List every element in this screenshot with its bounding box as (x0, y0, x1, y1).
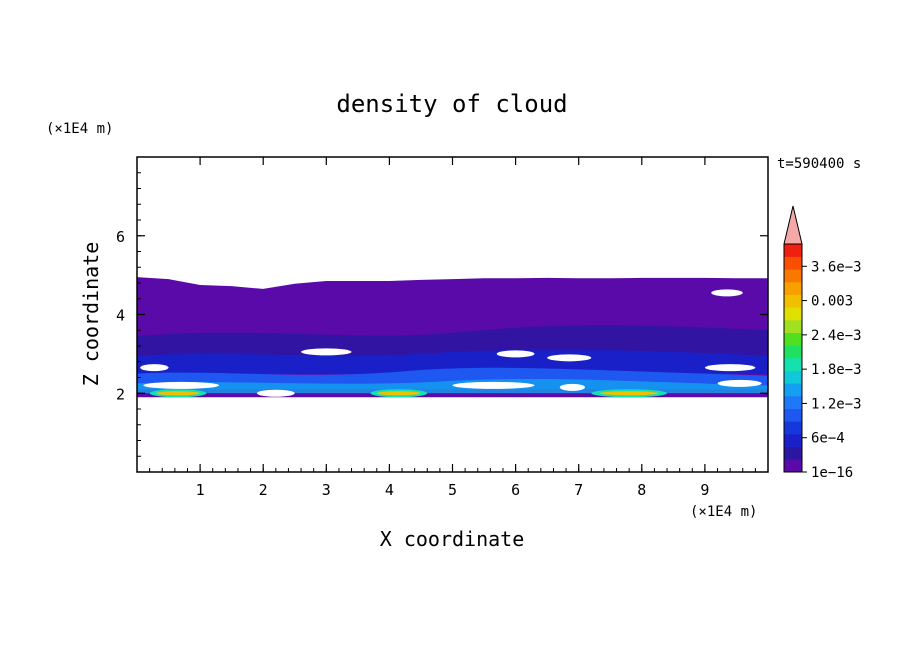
colorbar-tick-label: 0.003 (811, 294, 853, 310)
x-tick-label: 6 (511, 481, 520, 499)
x-tick-label: 4 (385, 481, 394, 499)
colorbar-tick-label: 3.6e−3 (811, 259, 862, 275)
colorbar-swatch (784, 320, 802, 333)
y-axis-label: Z coordinate (79, 242, 103, 387)
y-tick-label: 4 (116, 307, 125, 325)
colorbar-swatch (784, 383, 802, 397)
colorbar-swatch (784, 294, 802, 308)
x-axis: 1 2 3 4 5 6 7 8 9 (149, 157, 769, 499)
chart-title: density of cloud (336, 90, 567, 118)
colorbar-swatch (784, 332, 802, 346)
clear-gap (140, 364, 169, 372)
colorbar-swatch (784, 396, 802, 409)
clear-gap (559, 383, 586, 391)
colorbar-swatch (784, 256, 802, 270)
colorbar-swatch (784, 370, 802, 384)
colorbar-swatch (784, 307, 802, 321)
time-label: t=590400 s (777, 156, 861, 172)
cloud-density-field (137, 277, 768, 398)
clear-gap (547, 354, 592, 362)
colorbar: 1e−16 6e−4 1.2e−3 1.8e−3 2.4e−3 0.003 3.6e−3 (783, 205, 862, 481)
cloud-layer-dense (137, 378, 768, 394)
colorbar-frame (783, 243, 803, 473)
cloud-layer-mid (137, 349, 768, 374)
x-tick-label: 3 (322, 481, 331, 499)
colorbar-swatch (784, 459, 802, 473)
colorbar-swatch (784, 421, 802, 435)
y-axis: 2 4 6 (116, 172, 768, 457)
dense-core-peak (377, 391, 421, 396)
colorbar-swatch (784, 244, 802, 257)
colorbar-tick-label: 1.2e−3 (811, 396, 862, 412)
clear-gap (143, 381, 220, 389)
clear-gap (256, 389, 295, 397)
clear-gap (452, 381, 535, 389)
colorbar-swatch (784, 358, 802, 371)
colorbar-swatch (784, 269, 802, 283)
x-unit-label: (×1E4 m) (690, 504, 757, 520)
x-tick-label: 7 (574, 481, 583, 499)
x-tick-label: 8 (637, 481, 646, 499)
colorbar-swatch (784, 345, 802, 359)
x-axis-label: X coordinate (380, 527, 525, 551)
dense-core-peak (156, 391, 200, 396)
y-tick-label: 2 (116, 385, 125, 403)
colorbar-swatch (784, 434, 802, 447)
colorbar-tick-label: 1.8e−3 (811, 362, 862, 378)
colorbar-tick-label: 1e−16 (811, 465, 853, 481)
clear-gap (704, 364, 756, 372)
x-tick-label: 2 (259, 481, 268, 499)
colorbar-tick-label: 6e−4 (811, 431, 845, 447)
colorbar-swatch (784, 446, 802, 460)
colorbar-tick-label: 2.4e−3 (811, 328, 862, 344)
clear-gap (711, 289, 743, 297)
colorbar-swatch (784, 282, 802, 295)
dense-core-peak (600, 391, 659, 396)
colorbar-extend-arrow (783, 205, 803, 245)
colorbar-swatch (784, 408, 802, 422)
clear-gap (301, 348, 352, 356)
clear-gap (496, 350, 535, 358)
y-tick-label: 6 (116, 228, 125, 246)
z-unit-label: (×1E4 m) (46, 121, 113, 137)
cloud-layer-upper (137, 325, 768, 356)
x-tick-label: 9 (700, 481, 709, 499)
clear-gap (717, 379, 762, 387)
x-tick-label: 1 (196, 481, 205, 499)
x-tick-label: 5 (448, 481, 457, 499)
